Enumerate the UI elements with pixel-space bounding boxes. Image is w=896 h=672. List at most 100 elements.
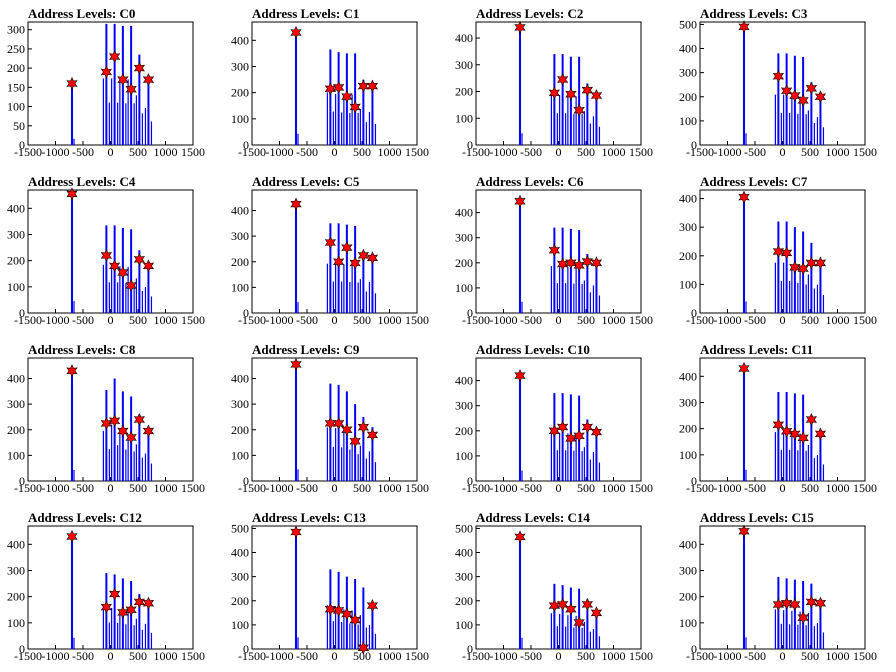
peak-marker <box>573 103 585 117</box>
x-tick-label: 1000 <box>154 145 178 159</box>
x-tick-label: -500 <box>296 649 318 663</box>
x-tick-label: 1000 <box>826 649 850 663</box>
peak-marker <box>590 425 603 439</box>
subplot-title: Address Levels: C10 <box>476 342 590 357</box>
y-tick-label: 400 <box>455 206 473 220</box>
y-tick-label: 200 <box>455 424 473 438</box>
peak-marker <box>66 364 78 378</box>
x-tick-label: -500 <box>744 649 766 663</box>
peak-marker <box>125 430 137 444</box>
peak-marker <box>324 416 337 430</box>
x-tick-label: -1000 <box>266 649 294 663</box>
x-tick-label: -1000 <box>42 145 70 159</box>
x-tick-label: 500 <box>577 313 595 327</box>
peak-marker <box>805 81 818 95</box>
x-tick-label: 0 <box>780 313 786 327</box>
x-tick-label: -500 <box>744 313 766 327</box>
y-tick-label: 100 <box>455 618 473 632</box>
x-tick-label: -1500 <box>14 649 42 663</box>
subplot-2: Address Levels: C2 0 100 200 300 400 -1500 -100… <box>455 6 653 159</box>
subplot-title: Address Levels: C0 <box>28 6 135 21</box>
peak-marker <box>789 260 801 274</box>
x-tick-label: -1000 <box>42 649 70 663</box>
peak-marker <box>738 524 750 538</box>
plot-frame <box>475 21 642 146</box>
x-tick-label: 500 <box>353 145 371 159</box>
subplot-10: Address Levels: C10 0 100 200 300 400 -1500 -10… <box>455 342 653 495</box>
y-tick-label: 400 <box>231 372 249 386</box>
x-tick-label: 500 <box>801 313 819 327</box>
x-tick-label: -1500 <box>238 649 266 663</box>
x-tick-label: 0 <box>780 145 786 159</box>
x-tick-label: -1000 <box>490 145 518 159</box>
peak-marker <box>125 82 137 96</box>
y-tick-label: 200 <box>7 254 25 268</box>
plot-frame <box>27 189 194 314</box>
peak-marker <box>590 256 603 270</box>
subplot-title: Address Levels: C15 <box>700 510 814 525</box>
y-tick-label: 0 <box>467 642 473 656</box>
peak-marker <box>142 259 155 273</box>
x-tick-label: 0 <box>332 649 338 663</box>
peak-marker <box>581 420 594 434</box>
x-tick-label: -1500 <box>686 481 714 495</box>
peak-marker <box>514 194 526 208</box>
y-tick-label: 0 <box>19 138 25 152</box>
peak-marker <box>117 73 129 87</box>
y-tick-label: 250 <box>7 42 25 56</box>
peak-marker <box>548 243 561 257</box>
subplot-title: Address Levels: C13 <box>252 510 366 525</box>
peak-marker <box>366 428 379 442</box>
x-tick-label: 0 <box>108 481 114 495</box>
x-tick-label: -1500 <box>462 481 490 495</box>
y-tick-label: 0 <box>691 138 697 152</box>
peak-marker <box>789 427 801 441</box>
peak-marker <box>590 606 603 620</box>
x-tick-label: 0 <box>332 313 338 327</box>
y-tick-label: 300 <box>455 399 473 413</box>
subplot-title: Address Levels: C6 <box>476 174 584 189</box>
peak-marker <box>324 602 337 616</box>
y-tick-label: 200 <box>679 90 697 104</box>
peak-marker <box>581 255 594 269</box>
x-tick-label: -500 <box>72 649 94 663</box>
peak-marker <box>142 596 155 610</box>
peak-marker <box>117 424 129 438</box>
peak-marker <box>349 613 361 627</box>
y-tick-label: 0 <box>19 474 25 488</box>
peak-marker <box>780 246 793 260</box>
x-tick-label: 500 <box>801 481 819 495</box>
plot-frame <box>251 525 418 650</box>
peak-marker <box>366 79 379 93</box>
y-tick-label: 100 <box>679 448 697 462</box>
y-tick-label: 100 <box>455 449 473 463</box>
y-tick-label: 300 <box>455 570 473 584</box>
peak-marker <box>108 259 121 273</box>
subplot-title: Address Levels: C3 <box>700 6 808 21</box>
peak-marker <box>514 369 526 383</box>
peak-marker <box>324 236 337 250</box>
x-tick-label: 500 <box>353 649 371 663</box>
peak-marker <box>738 190 750 204</box>
y-tick-label: 400 <box>231 33 249 47</box>
x-tick-label: -1000 <box>42 481 70 495</box>
x-tick-label: -1500 <box>462 649 490 663</box>
y-tick-label: 300 <box>231 229 249 243</box>
peak-marker <box>789 598 801 612</box>
y-tick-label: 200 <box>679 422 697 436</box>
x-tick-label: 1000 <box>602 313 626 327</box>
peak-marker <box>66 76 78 91</box>
subplot-7: Address Levels: C7 0 100 200 300 400 -1500 -100… <box>679 174 877 327</box>
y-tick-label: 200 <box>7 423 25 437</box>
subplot-3: Address Levels: C30100200300400500-1500-… <box>679 6 877 159</box>
x-tick-label: -500 <box>72 481 94 495</box>
x-tick-label: 1500 <box>629 145 653 159</box>
y-tick-label: 300 <box>231 570 249 584</box>
peak-marker <box>290 197 302 211</box>
subplot-title: Address Levels: C2 <box>476 6 583 21</box>
x-tick-label: 1000 <box>154 313 178 327</box>
plot-frame <box>251 357 418 482</box>
peak-marker <box>133 412 146 427</box>
y-tick-label: 100 <box>679 277 697 291</box>
y-tick-label: 300 <box>455 231 473 245</box>
